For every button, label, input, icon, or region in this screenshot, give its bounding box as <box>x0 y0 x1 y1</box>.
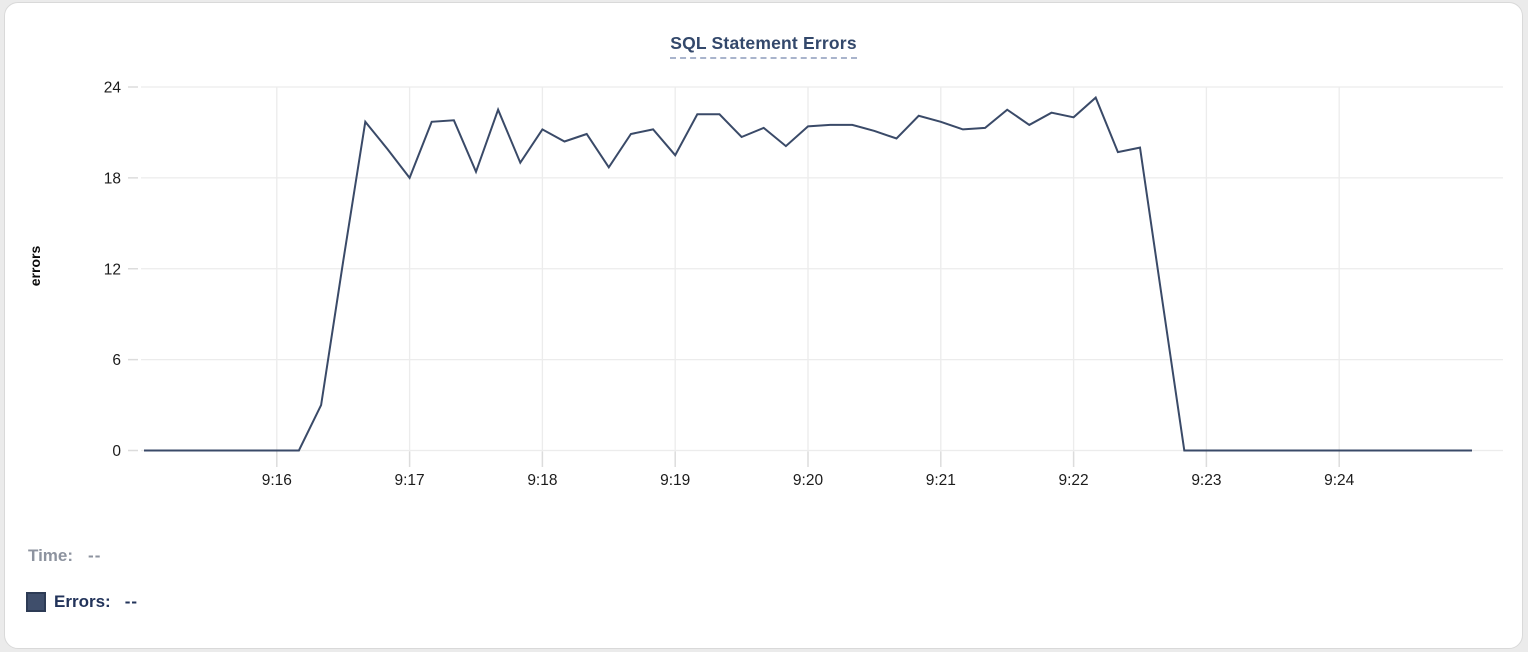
time-value: -- <box>88 546 102 565</box>
y-tick-label: 24 <box>104 80 122 97</box>
x-tick-label: 9:20 <box>793 472 824 489</box>
y-tick-label: 6 <box>112 352 121 369</box>
x-tick-label: 9:24 <box>1324 472 1355 489</box>
x-tick-label: 9:17 <box>395 472 425 489</box>
x-tick-label: 9:23 <box>1191 472 1221 489</box>
y-tick-label: 18 <box>104 170 121 187</box>
legend-errors-row[interactable]: Errors: -- <box>26 592 138 612</box>
chart-header: SQL Statement Errors <box>5 33 1522 59</box>
chart-title[interactable]: SQL Statement Errors <box>670 33 857 59</box>
tooltip-time-row: Time: -- <box>28 546 101 566</box>
y-tick-label: 0 <box>112 443 121 460</box>
x-tick-label: 9:19 <box>660 472 690 489</box>
y-tick-label: 12 <box>104 261 121 278</box>
x-tick-label: 9:16 <box>262 472 292 489</box>
chart-card: SQL Statement Errors errors 0 6 12 18 24 9:16… <box>4 2 1523 649</box>
errors-series-line[interactable] <box>144 95 1472 452</box>
x-tick-label: 9:21 <box>926 472 956 489</box>
x-tick-label: 9:22 <box>1059 472 1089 489</box>
sql-errors-line-chart[interactable]: 0 6 12 18 24 9:16 9:17 9:18 9:19 9:20 9:21 9:22 9:23… <box>1 1 1528 511</box>
x-tick-label: 9:18 <box>527 472 557 489</box>
errors-series-swatch <box>26 592 46 612</box>
errors-label: Errors: <box>54 592 111 611</box>
errors-value: -- <box>124 592 139 611</box>
time-label: Time: <box>28 546 74 565</box>
chart-footer: Time: -- Errors: -- <box>5 3 1522 648</box>
